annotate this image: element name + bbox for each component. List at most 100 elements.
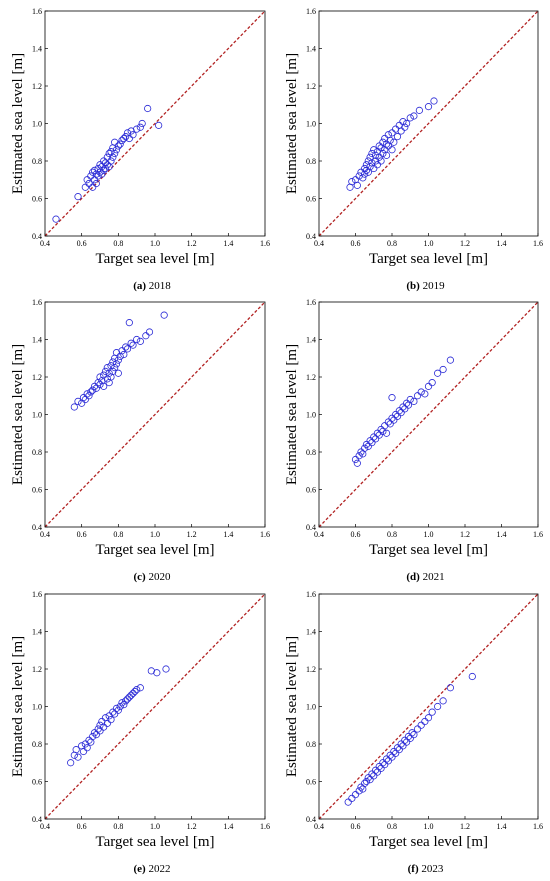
data-point [114,369,122,377]
data-point [382,755,391,763]
panel-caption: (e) 2022 [134,863,171,875]
data-point [103,161,111,169]
x-tick-label: 0.4 [314,239,324,248]
x-tick-label: 0.4 [40,822,50,831]
data-point [362,777,371,786]
data-point [388,394,396,402]
data-point [395,407,403,415]
y-tick-label: 0.6 [306,195,316,204]
data-point [399,403,407,411]
data-point [72,746,80,754]
data-point [89,183,97,191]
data-point [112,146,121,154]
data-point [87,388,95,396]
data-point [112,704,121,712]
y-axis-title: Estimated sea level [m] [10,636,26,777]
caption-year: 2023 [419,863,444,875]
data-point [366,163,374,171]
data-point [402,119,411,128]
data-point [122,343,130,351]
data-point [136,123,144,131]
data-point [100,723,108,731]
caption-letter: (b) [406,280,420,292]
data-point [361,170,369,178]
data-point [388,146,396,154]
y-tick-label: 0.4 [306,232,316,241]
data-point [434,369,442,377]
x-tick-label: 1.6 [533,822,543,831]
y-tick-label: 1.0 [32,411,42,420]
x-tick-label: 1.0 [424,530,434,539]
y-axis-title: Estimated sea level [m] [10,344,26,485]
data-point [118,136,126,144]
y-tick-label: 0.4 [32,232,42,241]
data-point [79,747,88,756]
y-tick-label: 0.6 [306,778,316,787]
data-point [155,121,163,129]
data-point [96,373,104,381]
data-point [406,395,414,404]
data-point [397,127,405,135]
x-tick-label: 0.4 [40,530,50,539]
data-point [393,744,402,752]
y-tick-label: 1.6 [32,298,42,307]
data-point [379,149,387,158]
data-point [145,328,154,336]
data-point [410,731,418,739]
caption-year: 2018 [146,280,171,292]
data-point [439,365,447,374]
data-point [370,433,378,441]
y-tick-label: 0.8 [32,157,42,166]
y-tick-label: 1.2 [306,82,316,91]
x-tick-label: 1.0 [150,822,160,831]
x-tick-label: 0.4 [40,239,50,248]
x-tick-label: 1.6 [260,530,270,539]
data-point [348,178,356,186]
panel-caption: (f) 2023 [408,863,444,875]
data-point [370,164,378,173]
data-point [355,452,363,460]
data-point [114,706,122,714]
x-tick-label: 0.6 [351,530,361,539]
data-point [377,425,385,434]
data-point [111,149,119,158]
x-tick-label: 1.6 [260,822,270,831]
data-point [397,740,405,748]
chart-panel-1: 0.4 0.6 0.8 1.0 1.2 1.4 1.6 0.4 0.6 0.8 1.0 1.2 1.4 1… [10,7,270,292]
data-point [89,732,97,741]
y-tick-label: 1.4 [32,45,42,54]
x-tick-label: 1.0 [424,822,434,831]
data-point [361,779,369,787]
data-point [362,161,371,169]
x-tick-label: 1.2 [460,239,470,248]
data-point [353,181,361,189]
data-point [390,747,398,756]
data-point [468,672,476,681]
data-point [388,129,396,137]
panel-caption: (a) 2018 [133,280,171,292]
data-point [421,717,429,726]
y-tick-label: 1.0 [306,411,316,420]
data-point [434,702,442,711]
panel-caption: (d) 2021 [406,571,444,583]
chart-panel-4: 0.4 0.6 0.8 1.0 1.2 1.4 1.6 0.4 0.6 0.8 1.0 1.2 1.4 1… [284,298,543,583]
x-tick-label: 0.6 [351,822,361,831]
data-point [52,215,60,223]
x-tick-label: 0.4 [314,822,324,831]
data-point [100,157,108,165]
data-point [103,153,111,161]
data-point [355,172,363,180]
data-point [366,437,374,445]
data-point [362,166,371,174]
data-point [85,736,93,744]
identity-line [44,301,266,528]
data-point [125,319,133,327]
y-axis-title: Estimated sea level [m] [284,344,300,485]
data-point [371,766,380,774]
data-point [123,345,132,353]
identity-line [318,301,539,528]
data-point [386,136,394,144]
data-point [160,311,168,319]
x-tick-label: 0.8 [387,530,397,539]
